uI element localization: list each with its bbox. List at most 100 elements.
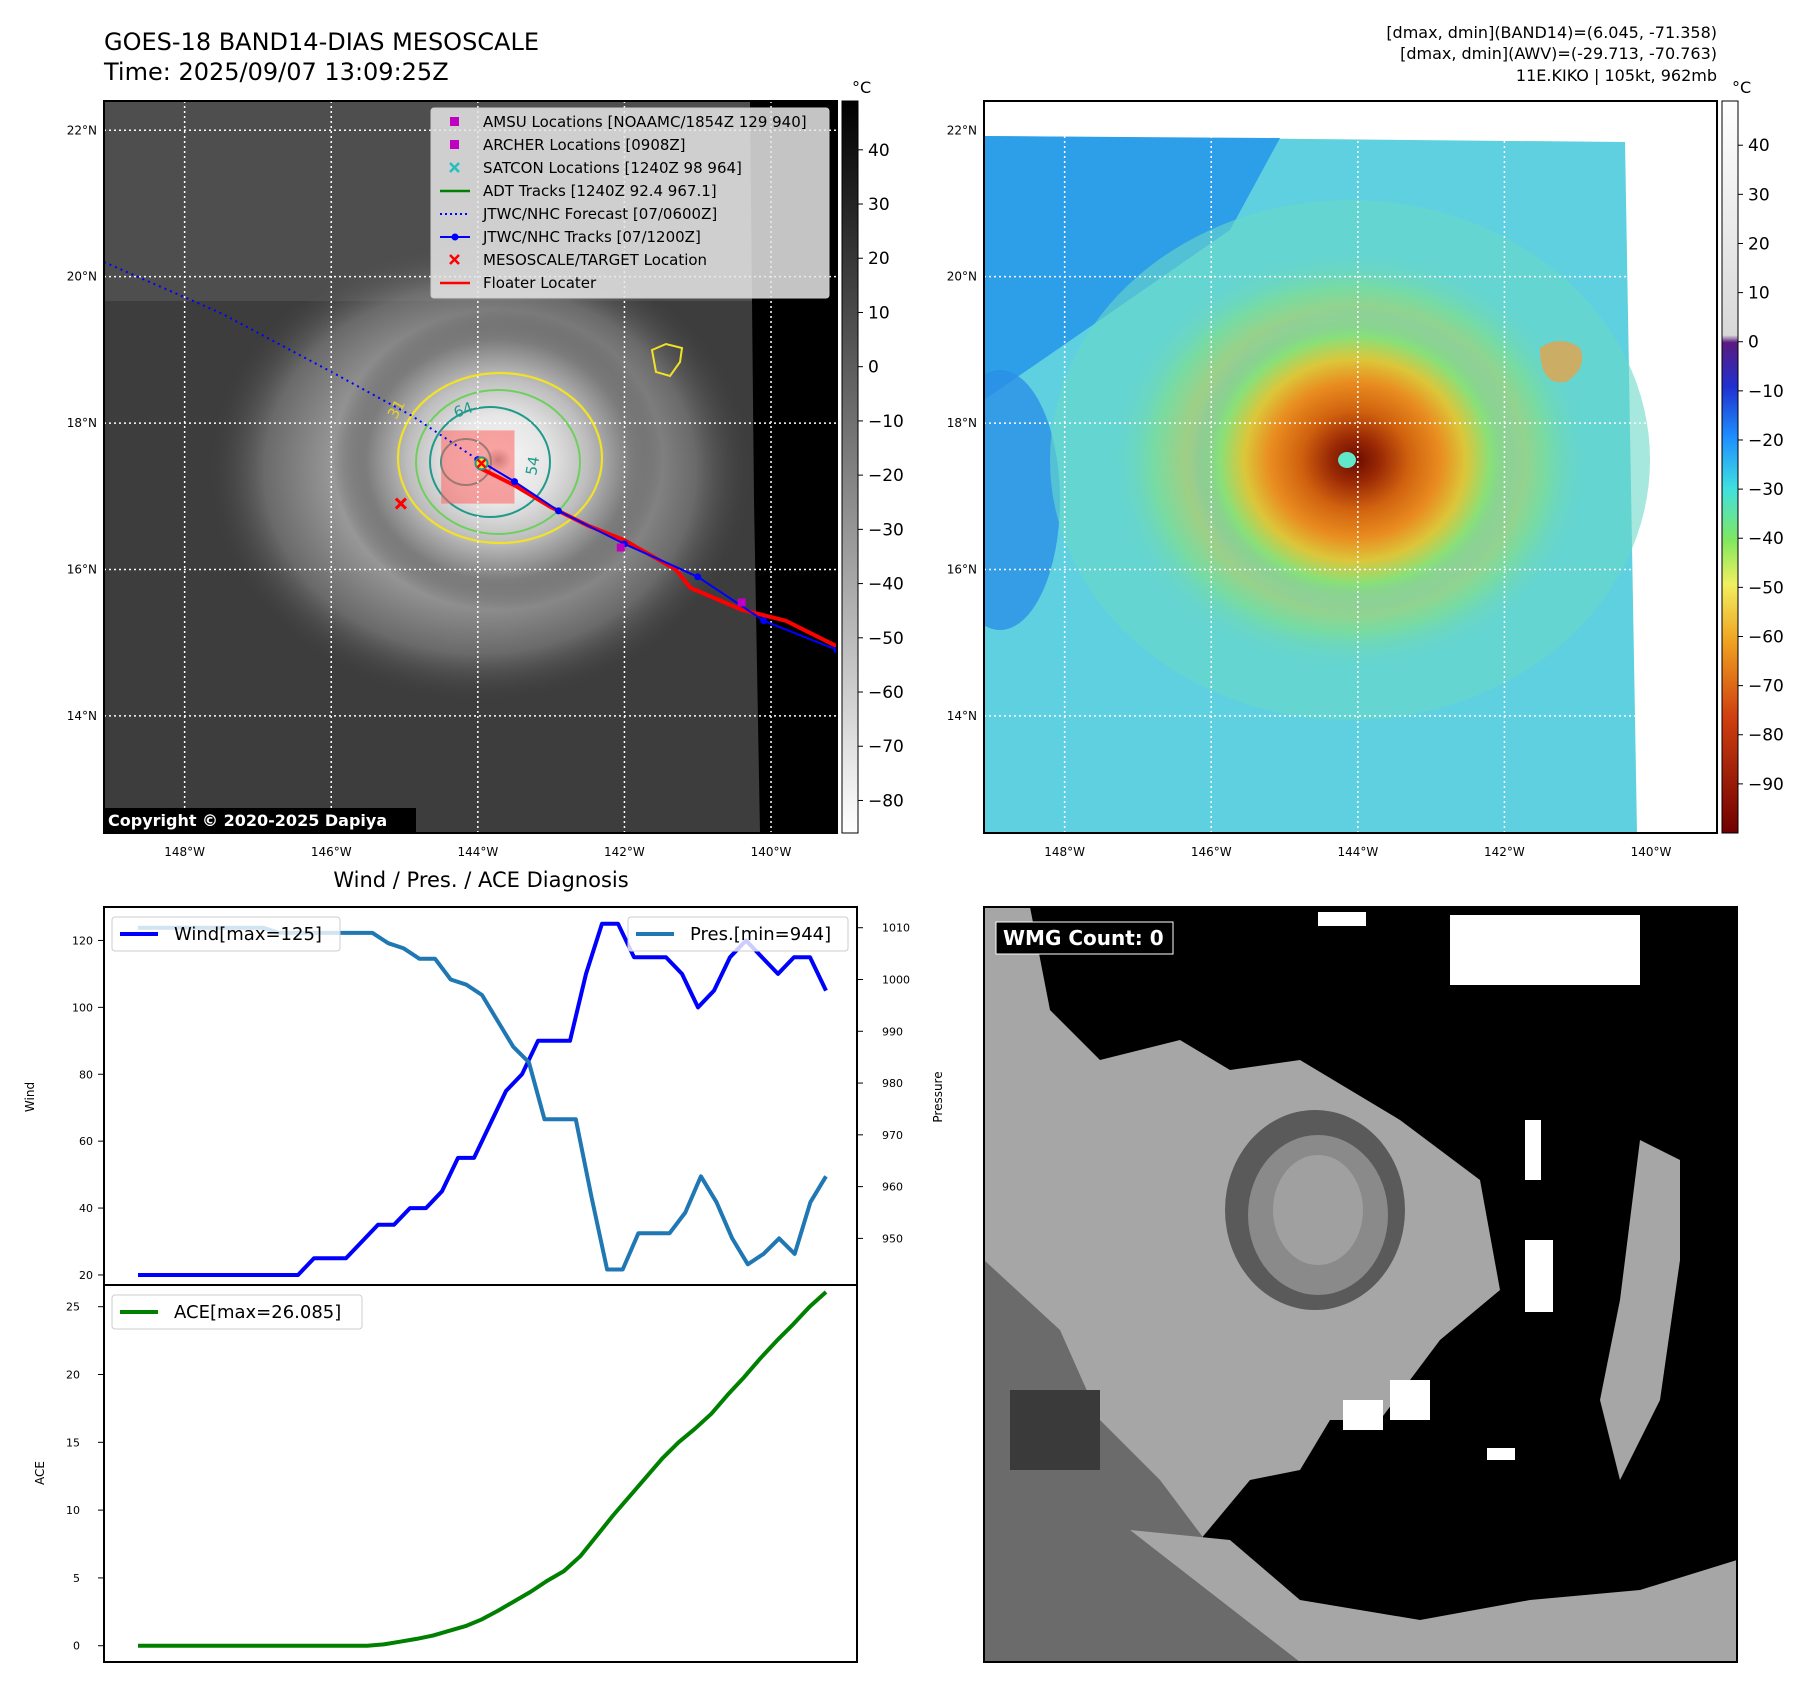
colorbar-tick-label: 10: [868, 303, 890, 323]
diagnosis-title: Wind / Pres. / ACE Diagnosis: [333, 868, 628, 892]
colorbar-tick-label: −20: [1748, 431, 1784, 451]
legend-item: JTWC/NHC Forecast [07/0600Z]: [440, 205, 717, 223]
lat-label: 18°N: [67, 416, 97, 430]
colorbar-tick-label: −50: [868, 629, 904, 649]
colorbar-tick-label: −80: [1748, 726, 1784, 746]
wmg-count-box: [995, 921, 1174, 955]
legend-item: Floater Locater: [440, 274, 597, 292]
colorbar-tick-label: 20: [1748, 234, 1770, 254]
grayscale-colorbar-unit: °C: [852, 78, 871, 97]
floater-track-line: [476, 465, 837, 649]
track-point: [510, 478, 518, 486]
wmg-white-e2: [1525, 1240, 1553, 1312]
ace-series-line: [138, 1290, 828, 1648]
colorbar-tick-label: −40: [1748, 529, 1784, 549]
lon-label: 142°W: [604, 845, 645, 859]
wind-tick-label: 80: [79, 1068, 93, 1081]
wmg-count-label: WMG Count: 0: [1003, 926, 1164, 950]
legend-square-icon: [450, 140, 459, 149]
legend-label: ADT Tracks [1240Z 92.4 967.1]: [483, 182, 717, 200]
colorbar-tick-label: −30: [1748, 480, 1784, 500]
contour-patch-north: [650, 342, 684, 378]
legend-label: Floater Locater: [483, 274, 597, 292]
colorbar-tick-label: 20: [868, 249, 890, 269]
figure-title: GOES-18 BAND14-DIAS MESOSCALE: [104, 28, 539, 56]
lat-label: 22°N: [947, 123, 977, 137]
wmg-lightgray-south: [1130, 1530, 1737, 1662]
contour-label-64: 64: [451, 398, 475, 421]
color-storm-eye: [1338, 452, 1356, 468]
colorbar-tick-label: −50: [1748, 578, 1784, 598]
legend-item: JTWC/NHC Tracks [07/1200Z]: [440, 228, 701, 246]
legend-item: ARCHER Locations [0908Z]: [450, 136, 686, 154]
legend-label: SATCON Locations [1240Z 98 964]: [483, 159, 742, 177]
legend-x-icon: [449, 254, 460, 265]
lat-label: 16°N: [67, 562, 97, 576]
wmg-frame: [983, 906, 1738, 1663]
legend-square-icon: [450, 117, 459, 126]
ace-frame: [103, 1284, 858, 1663]
amsu-point: [616, 543, 625, 552]
target-x: [394, 497, 407, 510]
color-lat-labels: 22°N 20°N 18°N 16°N 14°N: [947, 123, 977, 723]
wind-tick-label: 40: [79, 1202, 93, 1215]
amsu-points: [616, 543, 746, 607]
lon-label: 146°W: [1191, 845, 1232, 859]
lon-label: 140°W: [1631, 845, 1672, 859]
color-band-north: [1540, 341, 1583, 383]
pressure-tick-label: 980: [882, 1077, 903, 1090]
colorbar-tick-label: 10: [1748, 284, 1770, 304]
colorbar-tick-label: 30: [1748, 185, 1770, 205]
colorbar-tick-label: −70: [868, 737, 904, 757]
colorbar-tick-label: −30: [868, 520, 904, 540]
legend-item: AMSU Locations [NOAAMC/1854Z 129 940]: [450, 113, 807, 131]
ace-axis-label: ACE: [33, 1461, 47, 1485]
contour-outer: [396, 371, 604, 545]
wind-legend-label: Wind[max=125]: [174, 924, 322, 945]
colorbar-tick-label: 40: [868, 141, 890, 161]
track-point: [760, 617, 768, 625]
wmg-dark-southwest: [984, 1260, 1330, 1662]
wind-pressure-frame: [103, 906, 858, 1286]
lon-label: 140°W: [751, 845, 792, 859]
grayscale-map-frame: [103, 100, 838, 834]
color-lon-labels: 148°W 146°W 144°W 142°W 140°W: [1044, 845, 1671, 859]
legend-item: SATCON Locations [1240Z 98 964]: [449, 159, 742, 177]
legend-label: JTWC/NHC Tracks [07/1200Z]: [482, 228, 701, 246]
pressure-tick-label: 970: [882, 1129, 903, 1142]
map-legend: AMSU Locations [NOAAMC/1854Z 129 940] ARC…: [430, 107, 830, 299]
wind-tick-label: 20: [79, 1269, 93, 1282]
wmg-white-e1: [1525, 1120, 1541, 1180]
legend-item: ADT Tracks [1240Z 92.4 967.1]: [440, 182, 717, 200]
color-colorbar: °C 40 30 20 10 0 −10 −20 −30 −40 −50 −60 −70 −80 −90: [1721, 78, 1784, 834]
colorbar-tick-label: 30: [868, 195, 890, 215]
copyright-box: [104, 808, 416, 833]
wmg-white-n: [1318, 912, 1366, 926]
pressure-tick-label: 1000: [882, 973, 910, 986]
pressure-tick-label: 950: [882, 1232, 903, 1245]
track-point: [694, 573, 702, 581]
ace-legend-label: ACE[max=26.085]: [174, 1302, 341, 1323]
wind-pressure-chart: Wind / Pres. / ACE Diagnosis 20 40 60 80 100…: [23, 868, 945, 1286]
lat-label: 14°N: [67, 709, 97, 723]
ace-tick-label: 10: [66, 1504, 80, 1517]
header-band14-range: [dmax, dmin](BAND14)=(6.045, -71.358): [1386, 23, 1717, 42]
lat-label: 20°N: [947, 270, 977, 284]
legend-item: MESOSCALE/TARGET Location: [449, 251, 707, 269]
wind-tick-label: 120: [72, 934, 93, 947]
wmg-panel: WMG Count: 0: [983, 906, 1738, 1663]
pressure-tick-label: 1010: [882, 922, 910, 935]
grayscale-map-panel: 31 64 54 22°N20°N18°N16°N14°N 148°W 146°W…: [67, 100, 838, 859]
colorbar-tick-label: −20: [868, 466, 904, 486]
colorbar-tick-label: 0: [1748, 333, 1759, 353]
copyright-text: Copyright © 2020-2025 Dapiya: [108, 811, 387, 830]
wind-tick-label: 100: [72, 1001, 93, 1014]
lon-label: 142°W: [1484, 845, 1525, 859]
colorbar-tick-label: −60: [868, 683, 904, 703]
contour-inner: [429, 406, 551, 518]
legend-dot-icon: [451, 233, 459, 241]
lat-label: 18°N: [947, 416, 977, 430]
colorbar-tick-label: −80: [868, 791, 904, 811]
figure-time: Time: 2025/09/07 13:09:25Z: [103, 58, 449, 86]
ace-chart: 0 5 10 15 20 25 ACE ACE[max=26.085]: [33, 1284, 858, 1663]
